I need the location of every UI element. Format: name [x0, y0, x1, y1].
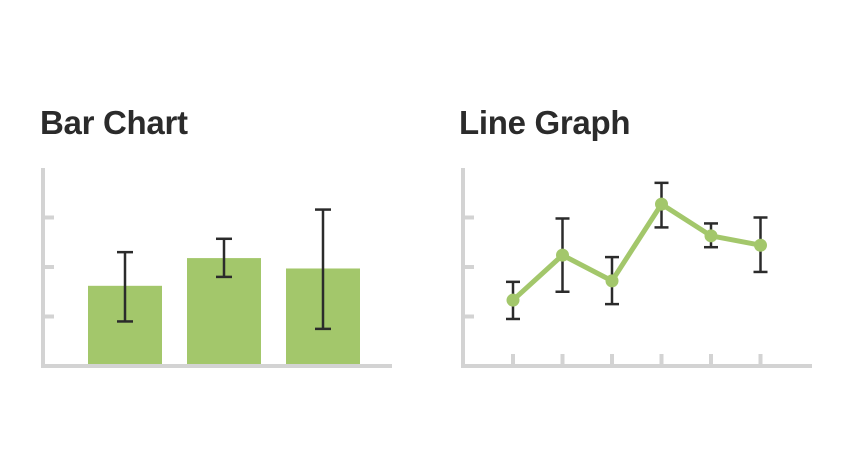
bar-error-bar: [216, 237, 232, 279]
data-point: [704, 229, 718, 243]
bar-chart-panel: [41, 168, 392, 368]
bar-chart-title: Bar Chart: [40, 104, 188, 141]
line-graph-title: Line Graph: [459, 104, 631, 141]
data-point: [754, 238, 767, 252]
data-point: [605, 274, 619, 288]
line-graph-panel: [461, 168, 812, 368]
data-point: [556, 248, 569, 262]
bar-error-bar: [315, 208, 331, 331]
bar-error-bar: [117, 250, 133, 323]
series-line: [510, 201, 763, 303]
data-point: [655, 197, 668, 211]
data-point: [506, 293, 520, 307]
